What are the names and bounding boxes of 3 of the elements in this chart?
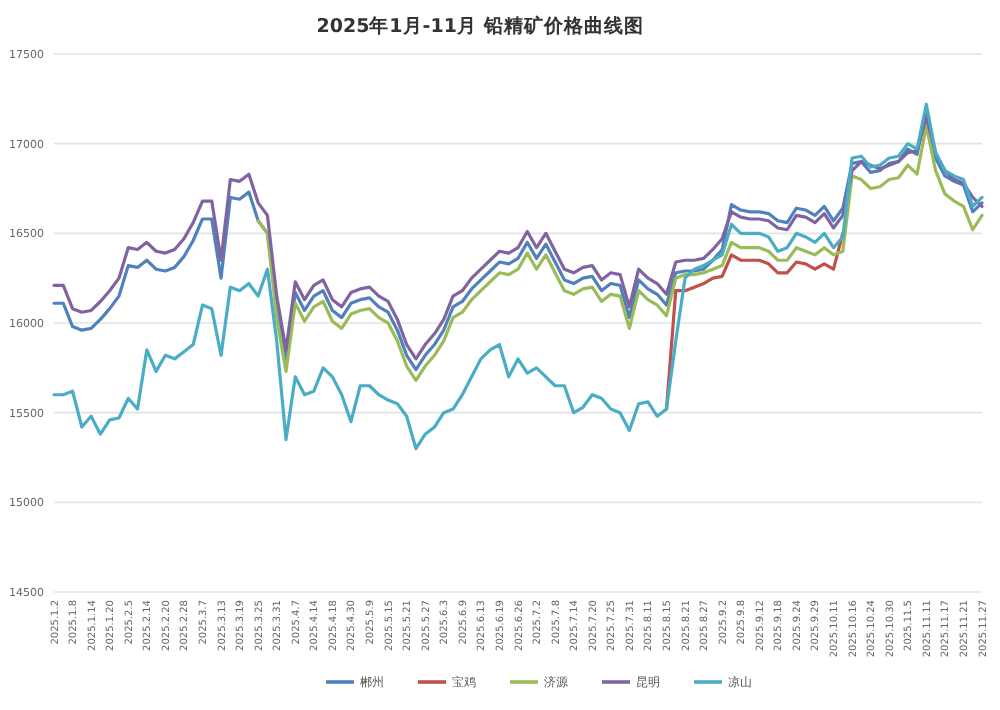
chart-title: 2025年1月-11月 铅精矿价格曲线图 <box>316 14 644 38</box>
line-series <box>52 102 984 451</box>
line-series <box>256 124 984 382</box>
